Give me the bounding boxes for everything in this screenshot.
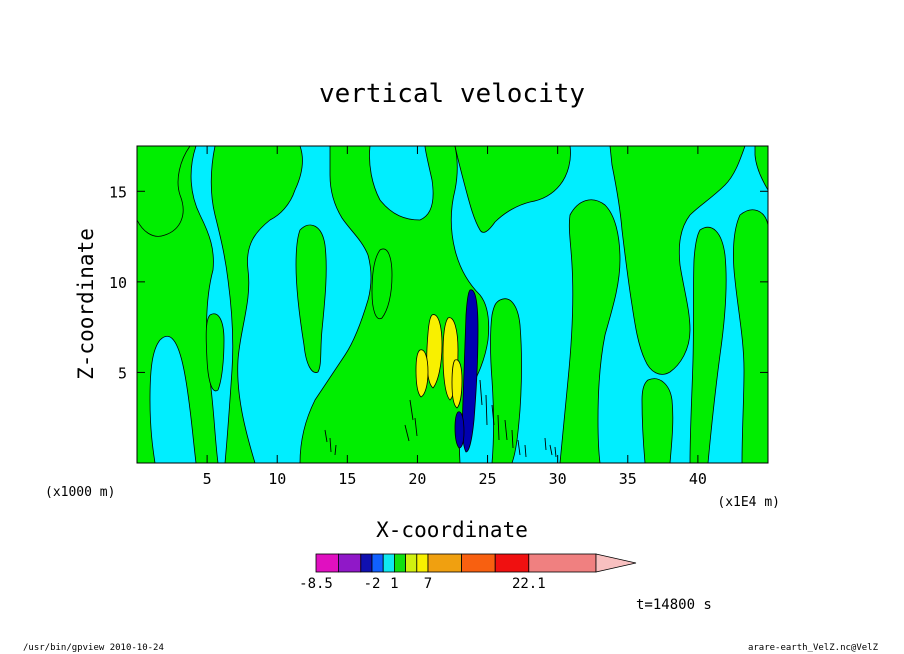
chart-title: vertical velocity — [319, 79, 585, 109]
x-tick-label-4: 25 — [479, 470, 497, 488]
time-label: t=14800 s — [636, 597, 712, 613]
downdraft-2 — [454, 411, 465, 449]
region-13 — [689, 226, 727, 463]
plot-frame — [136, 145, 769, 464]
colorbar-bin-10 — [494, 553, 530, 573]
x-tick-label-1: 10 — [268, 470, 286, 488]
y-ticks: 5 10 15 — [109, 183, 768, 382]
downdraft-regions — [454, 289, 479, 453]
colorbar-bin-4 — [382, 553, 395, 573]
colorbar-bin-9 — [461, 553, 496, 573]
x-tick-label-0: 5 — [203, 470, 212, 488]
region-5 — [205, 313, 225, 392]
speckle-2 — [404, 399, 418, 442]
colorbar-bin-5 — [393, 553, 406, 573]
colorbar-bin-8 — [427, 553, 462, 573]
colorbar-label-2: 1 — [390, 576, 398, 592]
region-8 — [371, 248, 393, 320]
colorbar-bin-11 — [528, 553, 597, 573]
x-unit-right: (x1E4 m) — [717, 495, 780, 510]
x-axis-label: X-coordinate — [376, 518, 528, 542]
colorbar-extend-arrow — [595, 553, 637, 573]
colorbar-label-4: 22.1 — [512, 576, 546, 592]
region-10 — [559, 199, 621, 463]
x-tick-label-7: 40 — [689, 470, 707, 488]
region-12 — [641, 378, 674, 463]
updraft-3 — [415, 349, 429, 398]
y-tick-label-1: 10 — [109, 274, 127, 292]
footer-right: arare-earth_VelZ.nc@VelZ — [748, 643, 879, 653]
speckle-1 — [324, 429, 337, 456]
colorbar-label-0: -8.5 — [299, 576, 333, 592]
speckle-3 — [479, 379, 500, 441]
region-2 — [137, 146, 191, 237]
downdraft-1 — [462, 289, 479, 453]
colorbar-bin-7 — [416, 553, 429, 573]
colorbar-bin-2 — [360, 553, 373, 573]
x-unit-left: (x1000 m) — [45, 485, 115, 500]
region-11 — [609, 146, 746, 375]
footer-left: /usr/bin/gpview 2010-10-24 — [23, 643, 164, 653]
speckle-4 — [504, 419, 527, 458]
colorbar-bin-0 — [315, 553, 339, 573]
colorbar-bin-6 — [405, 553, 418, 573]
colorbar-labels: -8.5 -2 1 7 22.1 — [299, 576, 546, 592]
colorbar-label-3: 7 — [424, 576, 432, 592]
y-axis-label: Z-coordinate — [74, 228, 98, 380]
x-tick-label-2: 15 — [338, 470, 356, 488]
region-14 — [733, 209, 768, 463]
updraft-4 — [451, 359, 463, 409]
small-contours — [324, 379, 557, 458]
colorbar-bin-1 — [337, 553, 362, 573]
updraft-1 — [426, 314, 443, 389]
colorbar-bin-3 — [371, 553, 384, 573]
region-6 — [299, 146, 490, 463]
x-tick-label-3: 20 — [408, 470, 426, 488]
region-4 — [295, 224, 327, 373]
x-ticks: 5 10 15 20 25 30 35 40 — [203, 146, 707, 488]
strong-updraft-regions — [415, 314, 463, 409]
y-tick-label-0: 5 — [118, 364, 127, 382]
positive-regions — [137, 146, 768, 463]
x-tick-label-6: 35 — [619, 470, 637, 488]
contour-field — [137, 146, 768, 463]
colorbar-label-1: -2 — [364, 576, 381, 592]
speckle-5 — [544, 437, 557, 458]
region-3 — [210, 146, 303, 463]
region-7 — [454, 146, 571, 233]
region-9 — [490, 298, 522, 463]
y-tick-label-2: 15 — [109, 183, 127, 201]
x-tick-label-5: 30 — [549, 470, 567, 488]
colorbar — [315, 553, 637, 573]
